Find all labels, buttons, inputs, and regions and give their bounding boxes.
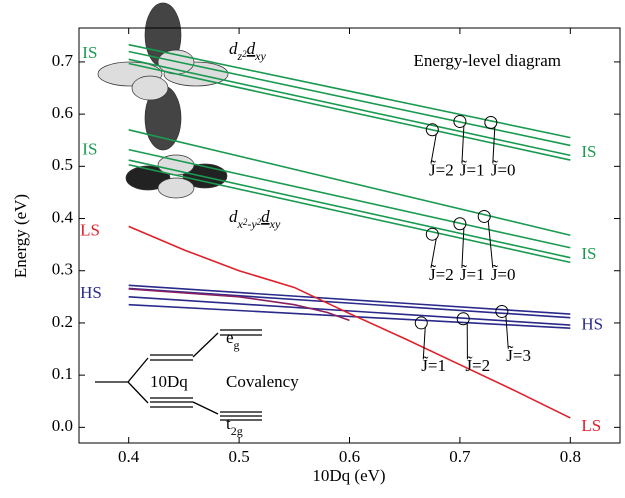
- level-label: eg: [226, 328, 240, 352]
- y-tick-label: 0.5: [52, 155, 73, 174]
- leader-line: [431, 134, 436, 164]
- x-tick-label: 0.4: [118, 447, 140, 466]
- annotation: Covalency: [226, 372, 299, 391]
- y-tick-label: 0.4: [52, 207, 74, 226]
- x-tick-label: 0.5: [228, 447, 249, 466]
- x-tick-label: 0.7: [449, 447, 471, 466]
- leader-line: [431, 238, 436, 268]
- annotation: HS: [80, 283, 102, 302]
- level-label: t2g: [226, 414, 243, 438]
- x-axis-label: 10Dq (eV): [312, 466, 385, 485]
- annotation: J̃=1: [421, 356, 446, 375]
- orbital-lower: [126, 155, 227, 198]
- y-tick-label: 0.6: [52, 103, 73, 122]
- orbital-label-part: xy: [254, 49, 266, 63]
- y-axis-label: Energy (eV): [11, 194, 30, 278]
- annotation: J̃=3: [506, 346, 531, 365]
- annotation: J̃=2: [465, 356, 490, 375]
- annotation: J̃=0: [491, 265, 516, 284]
- annotation: J̃=1: [460, 160, 485, 179]
- leader-line: [493, 126, 495, 163]
- x-tick-label: 0.8: [560, 447, 581, 466]
- annotation: J̃=2: [429, 265, 454, 284]
- annotation: 10Dq: [150, 372, 188, 391]
- series-line: [129, 297, 571, 325]
- series-line: [129, 305, 571, 328]
- y-tick-label: 0.1: [52, 364, 73, 383]
- annotation: J̃=1: [460, 265, 485, 284]
- annotation: IS: [82, 43, 97, 62]
- x-tick-label: 0.6: [339, 447, 360, 466]
- y-tick-label: 0.3: [52, 260, 73, 279]
- orbital-label: dz2dxy: [229, 39, 266, 63]
- level-label-part: e: [226, 328, 234, 347]
- annotation: J̃=2: [429, 160, 454, 179]
- y-tick-label: 0.7: [52, 51, 74, 70]
- annotation: HS: [581, 314, 603, 333]
- annotation: Energy-level diagram: [414, 51, 561, 70]
- annotation: IS: [82, 140, 97, 159]
- y-tick-label: 0.0: [52, 416, 73, 435]
- level-label-part: 2g: [231, 424, 243, 438]
- y-tick-label: 0.2: [52, 312, 73, 331]
- series-line: [129, 59, 571, 155]
- annotation: IS: [581, 244, 596, 263]
- level-label-part: g: [234, 338, 240, 352]
- orbital-label: dx2-y2dxy: [229, 207, 281, 231]
- series-line: [129, 285, 571, 314]
- series-line: [129, 226, 571, 418]
- leader-line: [423, 327, 425, 359]
- annotation: LS: [581, 416, 601, 435]
- annotation: IS: [581, 142, 596, 161]
- orbital-label-part: xy: [269, 217, 281, 231]
- annotation: LS: [80, 220, 100, 239]
- annotation: J̃=0: [491, 160, 516, 179]
